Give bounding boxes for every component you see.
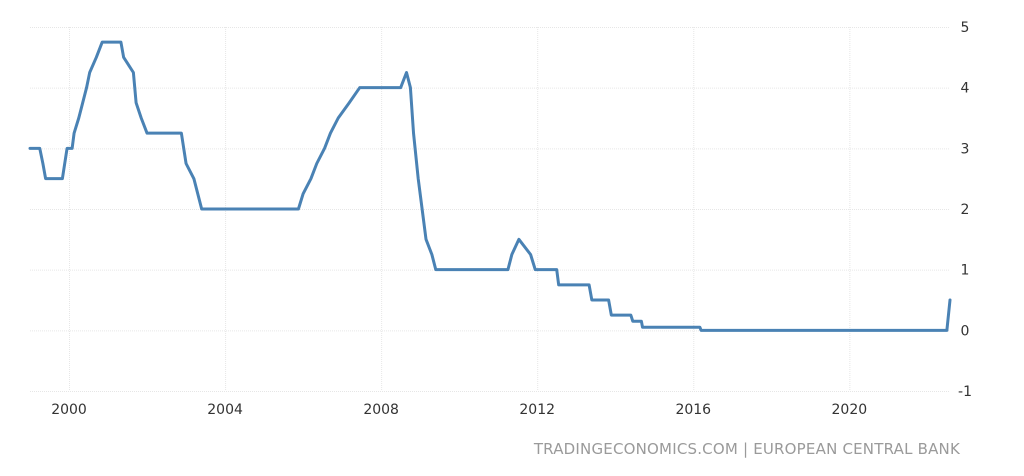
x-tick-label: 2000 bbox=[51, 402, 87, 418]
series-layer bbox=[28, 40, 952, 332]
y-tick-label: 2 bbox=[961, 202, 970, 218]
y-tick-label: 4 bbox=[961, 81, 970, 97]
series-line bbox=[28, 40, 952, 332]
y-axis-tick-labels: 5 4 3 2 1 0 -1 bbox=[958, 20, 972, 400]
x-tick-label: 2020 bbox=[832, 402, 868, 418]
y-tick-label: 3 bbox=[961, 141, 970, 157]
y-tick-label: -1 bbox=[958, 384, 972, 400]
y-tick-label: 1 bbox=[961, 263, 970, 279]
x-axis-tick-labels: 2000 2004 2008 2012 2016 2020 bbox=[51, 402, 867, 418]
x-tick-label: 2012 bbox=[519, 402, 555, 418]
x-tick-label: 2004 bbox=[207, 402, 243, 418]
y-tick-label: 5 bbox=[961, 20, 970, 36]
x-tick-label: 2008 bbox=[363, 402, 399, 418]
horizontal-gridlines bbox=[30, 27, 950, 392]
x-tick-label: 2016 bbox=[675, 402, 711, 418]
source-attribution: TRADINGECONOMICS.COM | EUROPEAN CENTRAL … bbox=[533, 440, 960, 458]
y-tick-label: 0 bbox=[961, 323, 970, 339]
